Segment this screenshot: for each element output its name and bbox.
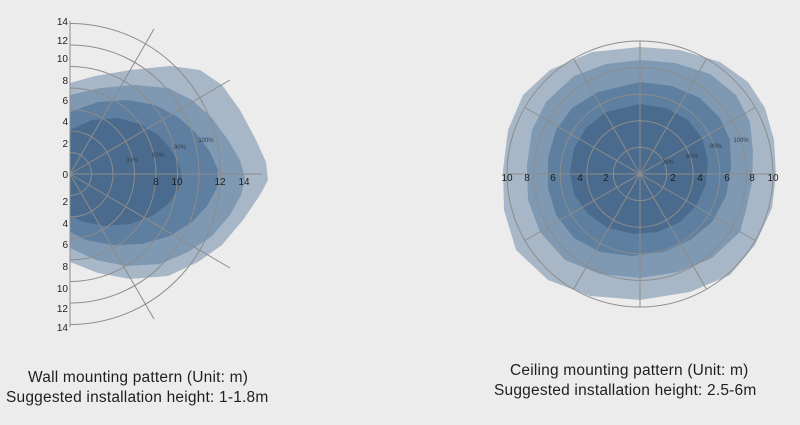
ceiling-tick-left-6: 6 [550, 173, 556, 184]
wall-zone-30 [70, 118, 182, 226]
wall-percent-labels: 100% 90% 60% 30% [126, 138, 214, 164]
ceiling-tick-left-10: 10 [501, 173, 513, 184]
wall-tick-top-14: 14 [57, 17, 69, 28]
wall-tick-bottom-8: 8 [62, 262, 68, 273]
wall-tick-top-2: 2 [62, 139, 68, 150]
ceiling-tick-labels: 10 8 6 4 2 2 4 6 8 10 [501, 173, 779, 184]
ceiling-zone-30 [570, 104, 708, 234]
wall-vertical-tick-labels: 14 12 10 8 6 4 2 0 2 4 6 8 10 12 14 [57, 17, 69, 334]
wall-tick-bottom-4: 4 [62, 219, 68, 230]
wall-ray-4 [69, 173, 155, 320]
ceiling-tick-left-8: 8 [524, 173, 530, 184]
ceiling-caption-title: Ceiling mounting pattern (Unit: m) [510, 362, 749, 379]
wall-tick-top-4: 4 [62, 117, 68, 128]
wall-tick-top-10: 10 [57, 54, 69, 65]
wall-horizontal-tick-labels: 8 10 12 14 [153, 177, 250, 188]
wall-tick-bottom-12: 12 [57, 304, 69, 315]
ceiling-spoke-300 [639, 173, 707, 290]
wall-tick-center-0: 0 [62, 170, 68, 181]
ceiling-tick-right-10: 10 [767, 173, 779, 184]
wall-tick-bottom-6: 6 [62, 240, 68, 251]
wall-tick-bottom-2: 2 [62, 197, 68, 208]
wall-htick-12: 12 [214, 177, 226, 188]
wall-caption-title: Wall mounting pattern (Unit: m) [28, 369, 249, 386]
wall-tick-top-12: 12 [57, 36, 69, 47]
wall-ray-3 [69, 173, 231, 269]
ceiling-spoke-60 [639, 58, 707, 175]
ceiling-percent-60: 60% [686, 154, 699, 160]
wall-ray-2 [69, 79, 231, 175]
wall-percent-30: 30% [126, 158, 139, 164]
ceiling-spoke-240 [573, 173, 641, 290]
wall-grid [69, 21, 262, 327]
wall-tick-top-6: 6 [62, 96, 68, 107]
ceiling-spoke-150 [524, 107, 641, 175]
ceiling-spoke-210 [524, 173, 641, 241]
ceiling-tick-right-4: 4 [697, 173, 703, 184]
ceiling-tick-right-8: 8 [749, 173, 755, 184]
wall-caption: Wall mounting pattern (Unit: m) Suggeste… [6, 368, 268, 408]
wall-percent-90: 90% [174, 145, 187, 151]
ceiling-tick-left-4: 4 [577, 173, 583, 184]
wall-tick-bottom-10: 10 [57, 284, 69, 295]
ceiling-grid [506, 40, 774, 308]
ceiling-spoke-120 [573, 58, 641, 175]
wall-percent-60: 60% [152, 153, 165, 159]
ceiling-tick-right-2: 2 [670, 173, 676, 184]
wall-caption-height: Suggested installation height: 1-1.8m [6, 389, 269, 406]
ceiling-percent-30: 30% [662, 160, 675, 166]
wall-tick-top-8: 8 [62, 76, 68, 87]
ceiling-caption: Ceiling mounting pattern (Unit: m) Sugge… [494, 361, 756, 401]
ceiling-tick-left-2: 2 [603, 173, 609, 184]
wall-htick-8: 8 [153, 177, 159, 188]
ceiling-spoke-30 [639, 107, 756, 175]
wall-diagram: 14 12 10 8 6 4 2 0 2 4 6 8 10 12 14 8 10… [57, 17, 268, 334]
wall-htick-14: 14 [238, 177, 250, 188]
ceiling-tick-right-6: 6 [724, 173, 730, 184]
wall-htick-10: 10 [171, 177, 183, 188]
wall-ray-1 [69, 28, 155, 175]
ceiling-spoke-330 [639, 173, 756, 241]
ceiling-percent-100: 100% [733, 138, 749, 144]
ceiling-diagram: 10 8 6 4 2 2 4 6 8 10 100% 90% 60% 30% [501, 40, 779, 308]
ceiling-percent-90: 90% [710, 144, 723, 150]
wall-percent-100: 100% [198, 138, 214, 144]
ceiling-caption-height: Suggested installation height: 2.5-6m [494, 382, 757, 399]
wall-tick-bottom-14: 14 [57, 323, 69, 334]
ceiling-percent-labels: 100% 90% 60% 30% [662, 138, 749, 166]
